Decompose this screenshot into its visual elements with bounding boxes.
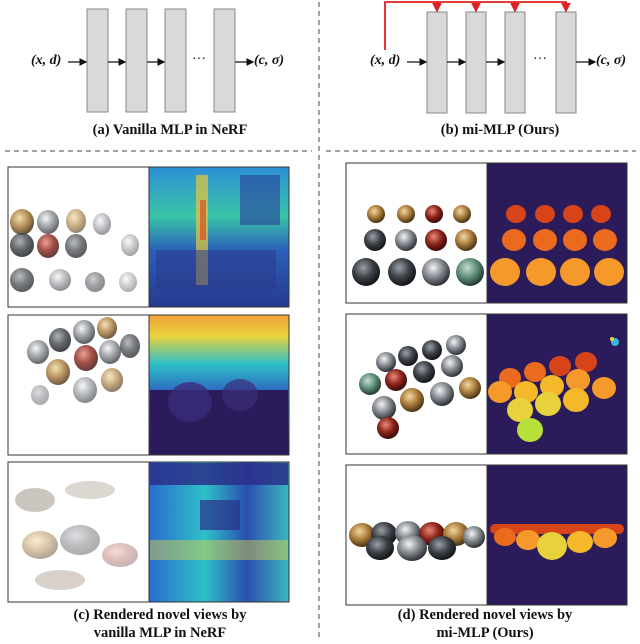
mimlp-caption: (b) mi-MLP (Ours)	[440, 122, 560, 138]
vanilla-ellipsis: ···	[192, 52, 206, 67]
vanilla-render-row-1	[7, 166, 290, 308]
vanilla-render-row-3	[7, 461, 290, 603]
mimlp-render-row-2	[345, 313, 628, 455]
mlp-layer	[426, 11, 448, 114]
mlp-layer	[465, 11, 487, 114]
mlp-layer	[555, 11, 577, 114]
mlp-layer	[86, 8, 109, 113]
mimlp-renders-caption-line2: mi-MLP (Ours)	[436, 625, 534, 641]
input-injection-line	[384, 1, 567, 50]
mimlp-render-row-3	[345, 464, 628, 606]
mimlp-output-label: (c, σ)	[596, 53, 627, 68]
mi-mlp-diagram	[384, 1, 597, 114]
depth-render	[148, 461, 290, 603]
vanilla-renders-caption-line1: (c) Rendered novel views by	[73, 607, 247, 623]
mimlp-render-row-1	[345, 162, 628, 304]
vanilla-input-label: (x, d)	[31, 53, 62, 68]
mlp-layer	[213, 8, 236, 113]
vanilla-renders-caption-line2: vanilla MLP in NeRF	[93, 625, 227, 641]
mimlp-input-label: (x, d)	[370, 53, 401, 68]
mlp-layer	[125, 8, 148, 113]
vanilla-mlp-diagram	[68, 8, 255, 113]
mimlp-ellipsis: ···	[533, 52, 547, 67]
mlp-layer	[504, 11, 526, 114]
mimlp-renders-caption-line1: (d) Rendered novel views by	[397, 607, 573, 623]
mlp-layer	[164, 8, 187, 113]
vanilla-caption: (a) Vanilla MLP in NeRF	[92, 122, 248, 138]
vanilla-render-row-2	[7, 314, 290, 456]
vanilla-output-label: (c, σ)	[254, 53, 285, 68]
